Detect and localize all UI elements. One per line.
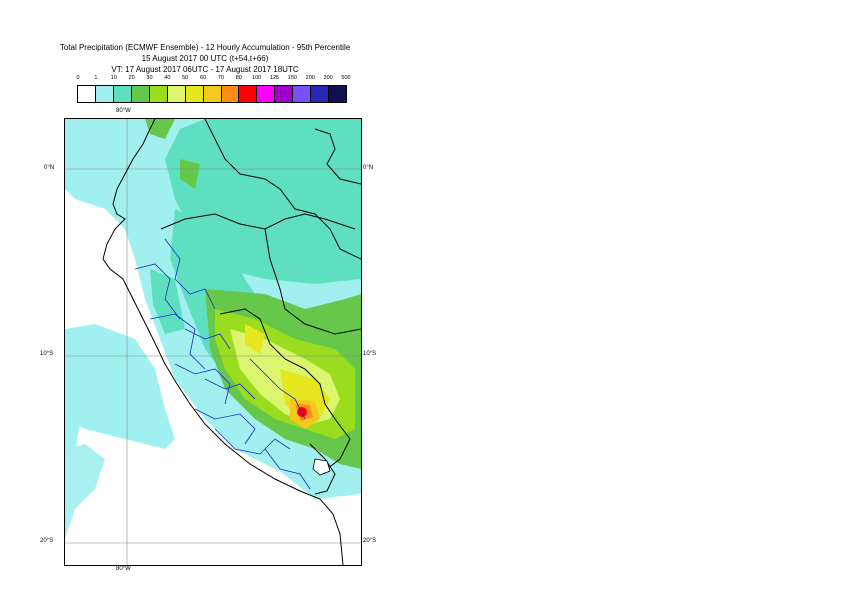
legend-label-5: 40 [164,75,171,81]
legend-label-14: 300 [323,75,333,81]
legend-label-6: 50 [182,75,189,81]
lat-label-right-20: 20°S [363,538,377,544]
legend-label-4: 30 [146,75,153,81]
chart-title: Total Precipitation (ECMWF Ensemble) - 1… [40,42,370,75]
legend-swatch-8 [221,86,240,102]
legend-swatch-12 [293,86,312,102]
lat-label-left-10: 10°S [40,351,54,357]
country-borders [102,119,361,565]
color-legend: 0 1 10 20 30 40 50 60 70 80 100 125 150 200 300 500 [76,75,367,103]
legend-label-3: 20 [128,75,135,81]
legend-label-15: 500 [341,75,351,81]
legend-swatch-3 [131,86,150,102]
legend-label-12: 150 [287,75,297,81]
lake-titicaca [312,458,331,476]
legend-label-8: 70 [217,75,224,81]
top-longitude-label: 80°W [116,108,131,114]
lat-label-right-0: 0°N [363,165,374,171]
legend-label-9: 80 [235,75,242,81]
legend-label-10: 100 [252,75,262,81]
lat-label-left-0: 0°N [44,165,55,171]
legend-label-2: 10 [110,75,117,81]
legend-swatch-1 [95,86,114,102]
legend-swatch-14 [329,86,347,102]
legend-label-7: 60 [200,75,207,81]
legend-swatch-10 [257,86,276,102]
legend-swatch-0 [78,86,96,102]
legend-swatch-7 [203,86,222,102]
title-line-2: 15 August 2017 00 UTC (t+54,t+66) [141,54,269,63]
legend-bar [77,85,347,103]
legend-labels: 0 1 10 20 30 40 50 60 70 80 100 125 150 200 300 500 [76,75,367,84]
legend-swatch-5 [167,86,186,102]
legend-label-11: 125 [269,75,280,81]
region-borders [134,238,311,490]
legend-swatch-13 [311,86,330,102]
precipitation-map [64,118,362,566]
legend-label-0: 0 [76,75,80,81]
legend-swatch-9 [239,86,258,102]
graticule [65,119,361,565]
lat-label-left-20: 20°S [40,538,54,544]
lat-label-right-10: 10°S [363,351,377,357]
legend-swatch-6 [185,86,204,102]
title-line-3: VT: 17 August 2017 06UTC - 17 August 201… [111,65,299,74]
legend-swatch-4 [149,86,168,102]
legend-label-13: 200 [305,75,315,81]
title-line-1: Total Precipitation (ECMWF Ensemble) - 1… [59,43,351,52]
map-canvas [65,119,361,565]
legend-swatch-11 [275,86,294,102]
legend-label-1: 1 [94,75,98,81]
legend-swatch-2 [113,86,132,102]
bottom-longitude-label: 80°W [116,566,131,572]
